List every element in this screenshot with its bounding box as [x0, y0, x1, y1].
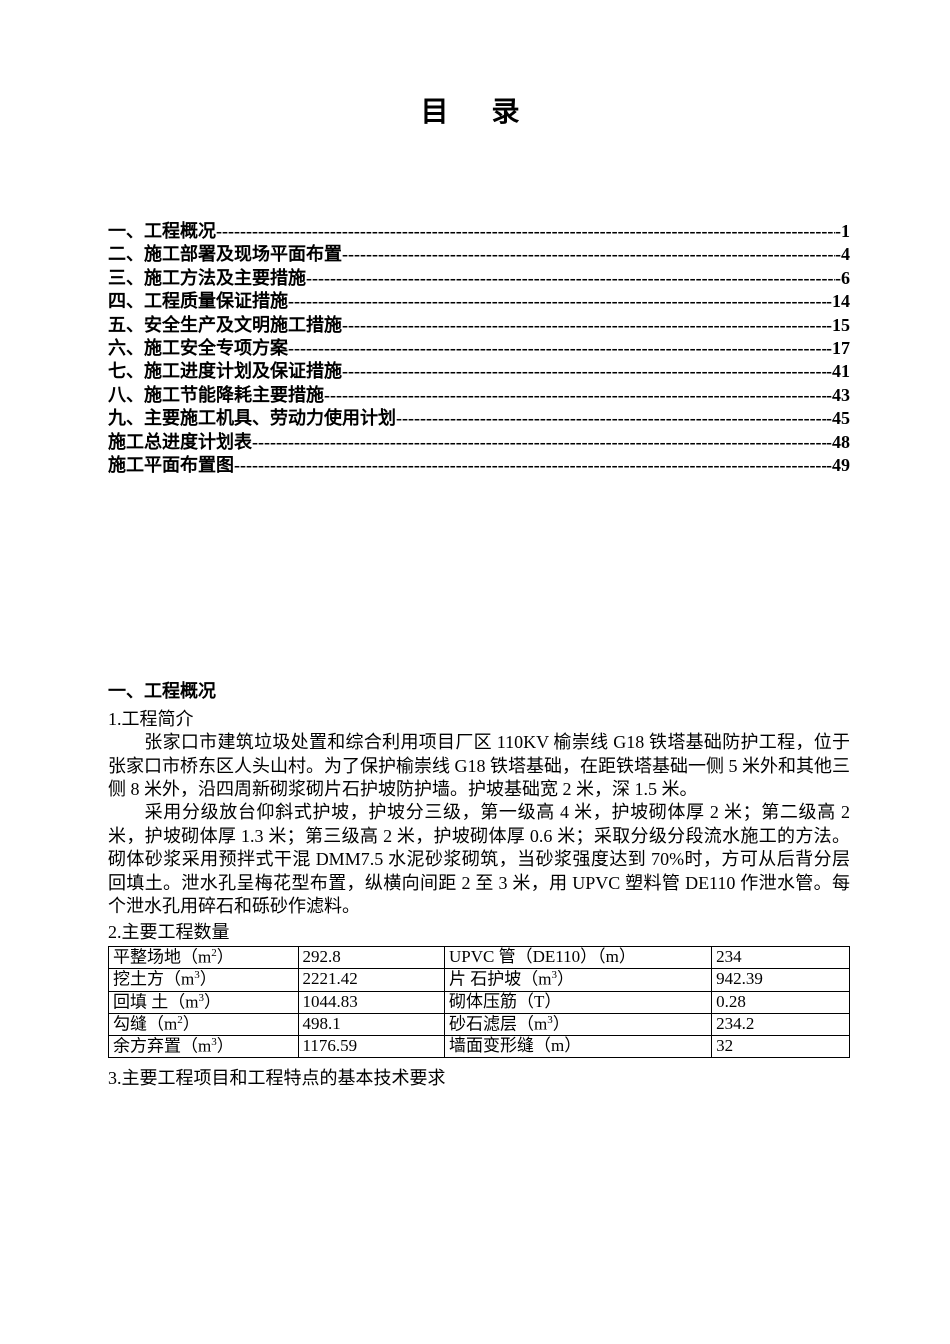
table-cell: 1044.83 [298, 991, 444, 1013]
toc-item: 七、施工进度计划及保证措施---------------------------… [108, 360, 850, 383]
toc-label: 六、施工安全专项方案 [108, 337, 288, 360]
toc-label: 三、施工方法及主要措施 [108, 267, 306, 290]
paragraph-1: 张家口市建筑垃圾处置和综合利用项目厂区 110KV 榆崇线 G18 铁塔基础防护… [108, 731, 850, 801]
toc-label: 四、工程质量保证措施 [108, 290, 288, 313]
toc-leader: ----------------------------------------… [216, 220, 835, 243]
table-cell: 勾缝（m2） [109, 1013, 299, 1035]
table-cell: 2221.42 [298, 969, 444, 991]
table-row: 回填 土（m3）1044.83砌体压筋（T）0.28 [109, 991, 850, 1013]
toc-item: 施工平面布置图---------------------------------… [108, 454, 850, 477]
toc-page: -14 [826, 290, 850, 313]
table-cell: 余方弃置（m3） [109, 1035, 299, 1057]
table-cell: 234 [712, 947, 850, 969]
table-cell: 0.28 [712, 991, 850, 1013]
toc-item: 四、工程质量保证措施------------------------------… [108, 290, 850, 313]
section-heading: 一、工程概况 [108, 677, 850, 703]
table-cell: UPVC 管（DE110）（m） [445, 947, 712, 969]
toc-page: -45 [826, 407, 850, 430]
sub-heading-3: 3.主要工程项目和工程特点的基本技术要求 [108, 1064, 850, 1090]
table-cell: 回填 土（m3） [109, 991, 299, 1013]
toc-page: -1 [835, 220, 850, 243]
table-cell: 1176.59 [298, 1035, 444, 1057]
toc-leader: ----------------------------------------… [342, 360, 826, 383]
toc-leader: ----------------------------------------… [306, 267, 835, 290]
toc-page: -43 [826, 384, 850, 407]
toc-leader: ----------------------------------------… [234, 454, 826, 477]
paragraph-2: 采用分级放台仰斜式护坡，护坡分三级，第一级高 4 米，护坡砌体厚 2 米；第二级… [108, 801, 850, 918]
toc-page: -4 [835, 243, 850, 266]
toc-item: 六、施工安全专项方案------------------------------… [108, 337, 850, 360]
table-cell: 平整场地（m2） [109, 947, 299, 969]
table-row: 余方弃置（m3）1176.59墙面变形缝（m）32 [109, 1035, 850, 1057]
toc-label: 七、施工进度计划及保证措施 [108, 360, 342, 383]
sub-heading-1: 1.工程简介 [108, 705, 850, 731]
toc-page: -49 [826, 454, 850, 477]
toc-label: 施工平面布置图 [108, 454, 234, 477]
table-cell: 234.2 [712, 1013, 850, 1035]
toc-page: -17 [826, 337, 850, 360]
table-cell: 292.8 [298, 947, 444, 969]
table-of-contents: 一、工程概况----------------------------------… [108, 220, 850, 477]
toc-leader: ----------------------------------------… [396, 407, 826, 430]
table-cell: 墙面变形缝（m） [445, 1035, 712, 1057]
toc-leader: ----------------------------------------… [342, 314, 826, 337]
toc-page: -41 [826, 360, 850, 383]
toc-item: 三、施工方法及主要措施-----------------------------… [108, 267, 850, 290]
document-title: 目 录 [108, 90, 850, 130]
table-row: 挖土方（m3）2221.42片 石护坡（m3）942.39 [109, 969, 850, 991]
toc-leader: ----------------------------------------… [288, 290, 826, 313]
toc-label: 施工总进度计划表 [108, 431, 252, 454]
toc-leader: ----------------------------------------… [252, 431, 826, 454]
table-cell: 砌体压筋（T） [445, 991, 712, 1013]
table-cell: 32 [712, 1035, 850, 1057]
toc-label: 八、施工节能降耗主要措施 [108, 384, 324, 407]
toc-item: 八、施工节能降耗主要措施----------------------------… [108, 384, 850, 407]
table-cell: 挖土方（m3） [109, 969, 299, 991]
toc-leader: ----------------------------------------… [342, 243, 835, 266]
toc-label: 九、主要施工机具、劳动力使用计划 [108, 407, 396, 430]
table-cell: 片 石护坡（m3） [445, 969, 712, 991]
table-row: 平整场地（m2）292.8UPVC 管（DE110）（m）234 [109, 947, 850, 969]
toc-item: 九、主要施工机具、劳动力使用计划------------------------… [108, 407, 850, 430]
toc-item: 一、工程概况----------------------------------… [108, 220, 850, 243]
table-cell: 942.39 [712, 969, 850, 991]
table-cell: 砂石滤层（m3） [445, 1013, 712, 1035]
toc-label: 一、工程概况 [108, 220, 216, 243]
toc-label: 五、安全生产及文明施工措施 [108, 314, 342, 337]
section-1: 一、工程概况 1.工程简介 张家口市建筑垃圾处置和综合利用项目厂区 110KV … [108, 677, 850, 1089]
toc-page: -15 [826, 314, 850, 337]
toc-page: -48 [826, 431, 850, 454]
toc-leader: ----------------------------------------… [288, 337, 826, 360]
toc-item: 五、安全生产及文明施工措施---------------------------… [108, 314, 850, 337]
toc-item: 施工总进度计划表--------------------------------… [108, 431, 850, 454]
toc-item: 二、施工部署及现场平面布置---------------------------… [108, 243, 850, 266]
toc-page: -6 [835, 267, 850, 290]
table-cell: 498.1 [298, 1013, 444, 1035]
toc-label: 二、施工部署及现场平面布置 [108, 243, 342, 266]
table-row: 勾缝（m2）498.1砂石滤层（m3）234.2 [109, 1013, 850, 1035]
toc-leader: ----------------------------------------… [324, 384, 826, 407]
sub-heading-2: 2.主要工程数量 [108, 918, 850, 944]
engineering-quantity-table: 平整场地（m2）292.8UPVC 管（DE110）（m）234挖土方（m3）2… [108, 946, 850, 1057]
